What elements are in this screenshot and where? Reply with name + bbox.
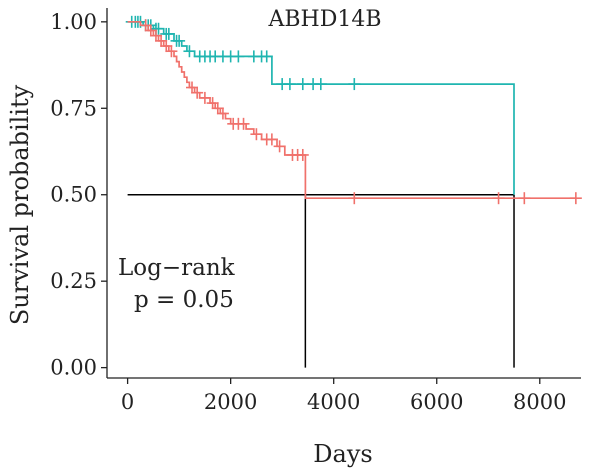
- censor-mark: [191, 86, 204, 99]
- x-tick-label: 6000: [410, 390, 463, 414]
- censor-mark: [314, 78, 327, 91]
- censor-mark: [296, 78, 309, 91]
- censor-mark: [283, 78, 296, 91]
- censor-mark: [160, 40, 173, 53]
- plot-area: 0.00 0.25 0.50 0.75 1.00 0 2000 4000 6000 8000: [50, 8, 582, 414]
- y-tick-label: 0.50: [50, 183, 97, 207]
- censor-mark: [211, 102, 224, 115]
- censor-mark: [518, 192, 531, 205]
- x-tick-label: 8000: [513, 390, 566, 414]
- y-axis-title: Survival probability: [6, 84, 34, 325]
- censor-mark: [348, 192, 361, 205]
- y-tick-label: 0.25: [50, 269, 97, 293]
- censor-mark: [250, 128, 263, 141]
- survival-curve-2: [127, 20, 576, 200]
- censor-mark: [173, 34, 186, 47]
- censor-mark: [183, 45, 196, 58]
- censor-mark: [260, 50, 273, 63]
- y-tick-label: 0.75: [50, 96, 97, 120]
- survival-curve-1: [127, 20, 515, 195]
- censor-mark: [206, 97, 219, 110]
- censor-mark: [237, 117, 250, 130]
- x-tick-label: 2000: [204, 390, 257, 414]
- censor-mark: [186, 81, 199, 94]
- censor-mark: [198, 91, 211, 104]
- x-tick-label: 0: [121, 390, 134, 414]
- x-axis-title: Days: [313, 440, 372, 468]
- y-tick-label: 1.00: [50, 10, 97, 34]
- censor-mark: [296, 148, 309, 161]
- log-rank-label: Log−rank: [118, 255, 236, 281]
- chart-title: ABHD14B: [267, 7, 381, 32]
- censor-mark: [492, 192, 505, 205]
- x-tick-label: 4000: [307, 390, 360, 414]
- censor-mark: [152, 22, 165, 35]
- censor-mark: [162, 27, 175, 40]
- censor-mark: [569, 192, 582, 205]
- censor-mark: [155, 34, 168, 47]
- censor-mark: [232, 50, 245, 63]
- censor-mark: [149, 29, 162, 42]
- censor-mark: [348, 78, 361, 91]
- censor-mark: [165, 45, 178, 58]
- censor-mark: [144, 24, 157, 37]
- censor-mark: [273, 140, 286, 153]
- censor-mark: [216, 107, 229, 120]
- p-value-label: p = 0.05: [134, 287, 234, 313]
- censor-mark: [139, 19, 152, 32]
- y-tick-label: 0.00: [50, 356, 97, 380]
- censor-mark: [265, 133, 278, 146]
